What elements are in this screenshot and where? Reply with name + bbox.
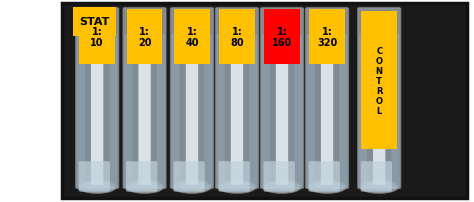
FancyBboxPatch shape [79, 10, 115, 65]
FancyBboxPatch shape [109, 35, 118, 187]
FancyBboxPatch shape [262, 35, 270, 187]
FancyBboxPatch shape [309, 10, 345, 65]
FancyBboxPatch shape [62, 4, 467, 198]
FancyBboxPatch shape [249, 35, 257, 187]
Ellipse shape [78, 180, 116, 193]
FancyBboxPatch shape [261, 9, 303, 188]
Text: 1:
20: 1: 20 [138, 27, 151, 48]
Ellipse shape [308, 180, 346, 193]
FancyBboxPatch shape [306, 9, 348, 188]
FancyBboxPatch shape [204, 35, 212, 187]
FancyBboxPatch shape [186, 50, 198, 185]
FancyBboxPatch shape [127, 10, 162, 65]
FancyBboxPatch shape [138, 50, 151, 185]
Ellipse shape [126, 180, 164, 193]
FancyBboxPatch shape [124, 35, 132, 187]
FancyBboxPatch shape [126, 161, 157, 192]
FancyBboxPatch shape [373, 50, 385, 185]
FancyBboxPatch shape [174, 10, 210, 65]
FancyBboxPatch shape [264, 161, 295, 192]
Ellipse shape [173, 180, 211, 193]
Text: STAT: STAT [80, 17, 110, 27]
Text: 1:
80: 1: 80 [230, 27, 244, 48]
FancyBboxPatch shape [77, 35, 85, 187]
Ellipse shape [360, 180, 398, 193]
FancyBboxPatch shape [157, 35, 165, 187]
Text: 1:
40: 1: 40 [185, 27, 199, 48]
FancyBboxPatch shape [79, 161, 110, 192]
FancyBboxPatch shape [73, 8, 116, 36]
FancyBboxPatch shape [76, 9, 118, 188]
Text: C
O
N
T
R
O
L: C O N T R O L [376, 46, 383, 115]
FancyBboxPatch shape [276, 50, 288, 185]
FancyBboxPatch shape [231, 50, 243, 185]
Text: 1:
10: 1: 10 [91, 27, 104, 48]
FancyBboxPatch shape [217, 35, 225, 187]
FancyBboxPatch shape [171, 9, 213, 188]
FancyBboxPatch shape [361, 12, 397, 149]
FancyBboxPatch shape [321, 50, 333, 185]
FancyBboxPatch shape [358, 9, 401, 188]
FancyBboxPatch shape [91, 50, 103, 185]
FancyBboxPatch shape [392, 35, 400, 187]
FancyBboxPatch shape [359, 35, 367, 187]
FancyBboxPatch shape [173, 161, 205, 192]
FancyBboxPatch shape [172, 35, 180, 187]
FancyBboxPatch shape [264, 10, 300, 65]
FancyBboxPatch shape [309, 161, 340, 192]
Text: 1:
160: 1: 160 [272, 27, 292, 48]
FancyBboxPatch shape [307, 35, 315, 187]
FancyBboxPatch shape [216, 9, 258, 188]
FancyBboxPatch shape [219, 161, 250, 192]
Ellipse shape [218, 180, 256, 193]
FancyBboxPatch shape [339, 35, 347, 187]
Ellipse shape [263, 180, 301, 193]
Text: 1:
320: 1: 320 [317, 27, 337, 48]
FancyBboxPatch shape [361, 161, 392, 192]
FancyBboxPatch shape [219, 10, 255, 65]
FancyBboxPatch shape [294, 35, 302, 187]
FancyBboxPatch shape [123, 9, 166, 188]
